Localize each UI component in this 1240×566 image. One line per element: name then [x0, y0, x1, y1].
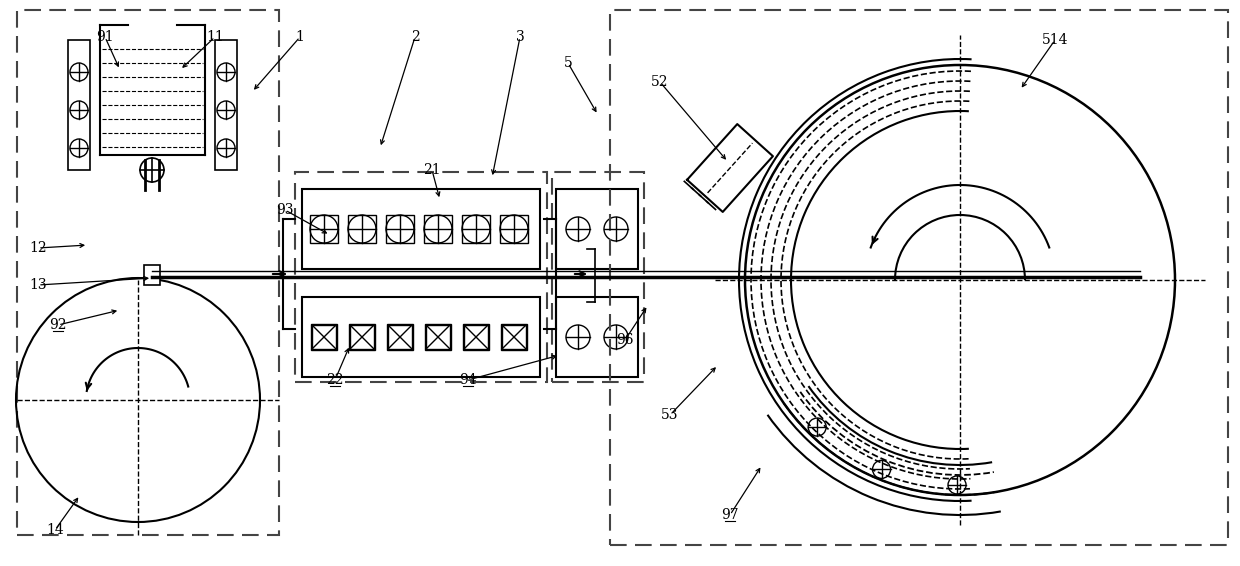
Bar: [387, 324, 413, 350]
Bar: [295, 172, 547, 382]
Bar: [350, 325, 374, 349]
Bar: [303, 297, 539, 377]
Bar: [311, 324, 337, 350]
Bar: [502, 325, 526, 349]
Text: 92: 92: [50, 318, 67, 332]
Text: 96: 96: [616, 333, 634, 347]
Bar: [501, 324, 527, 350]
Bar: [312, 325, 336, 349]
Bar: [556, 189, 639, 269]
Text: 22: 22: [326, 373, 343, 387]
Bar: [424, 215, 453, 243]
Text: 1: 1: [295, 30, 305, 44]
Bar: [464, 325, 489, 349]
Bar: [68, 40, 91, 170]
Text: 11: 11: [206, 30, 224, 44]
Text: 94: 94: [459, 373, 477, 387]
Text: 91: 91: [97, 30, 114, 44]
Bar: [386, 215, 414, 243]
Bar: [610, 10, 1228, 545]
Bar: [463, 324, 489, 350]
Bar: [552, 172, 644, 382]
Bar: [17, 10, 279, 535]
Bar: [425, 324, 451, 350]
Text: 97: 97: [722, 508, 739, 522]
Bar: [348, 215, 376, 243]
Bar: [388, 325, 412, 349]
Text: 13: 13: [30, 278, 47, 292]
Bar: [427, 325, 450, 349]
Bar: [500, 215, 528, 243]
Text: 53: 53: [661, 408, 678, 422]
Text: 21: 21: [423, 163, 440, 177]
Bar: [556, 297, 639, 377]
Text: 3: 3: [516, 30, 525, 44]
Text: 5: 5: [564, 56, 573, 70]
Bar: [303, 189, 539, 269]
Bar: [215, 40, 237, 170]
Text: 2: 2: [410, 30, 419, 44]
Text: 93: 93: [277, 203, 294, 217]
Text: 12: 12: [30, 241, 47, 255]
Bar: [310, 215, 339, 243]
Text: 52: 52: [651, 75, 668, 89]
Text: 14: 14: [46, 523, 64, 537]
Bar: [144, 265, 160, 285]
Text: 514: 514: [1042, 33, 1068, 47]
Bar: [463, 215, 490, 243]
Bar: [348, 324, 374, 350]
